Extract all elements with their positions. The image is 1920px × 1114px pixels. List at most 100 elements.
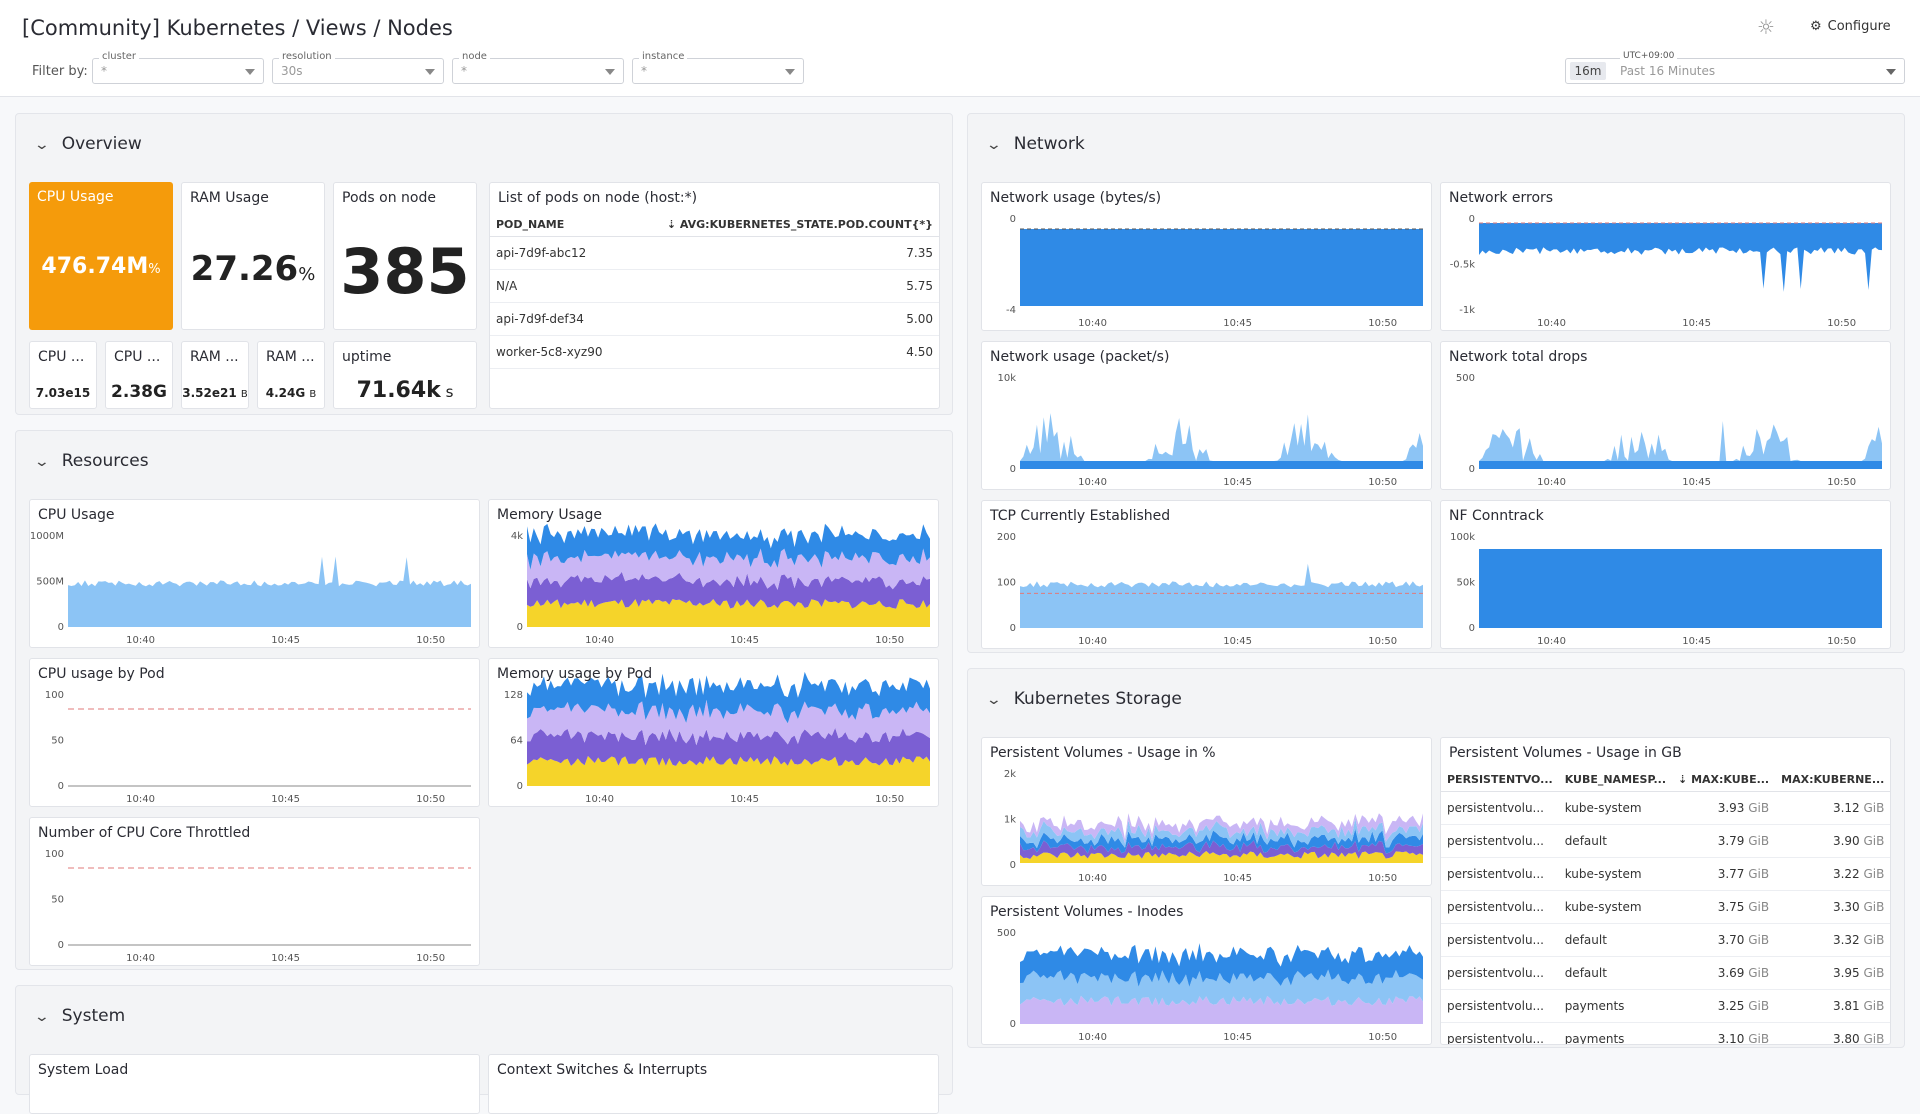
pod-name-cell: N/A (490, 269, 625, 303)
uptime-number: 71.64k (356, 378, 441, 403)
pv-usage-pct-chart-panel[interactable]: 2k 1k 0 10:40 10:45 10:50 Persistent Volumes … (981, 737, 1432, 886)
table-row[interactable]: api-7d9f-def34 5.00 (490, 302, 939, 336)
tcp-established-chart-panel[interactable]: 200 100 0 10:40 10:45 10:50 TCP Currently Est… (981, 500, 1432, 649)
column-header-pod-name[interactable]: POD_NAME (490, 214, 625, 237)
y-tick-label: 100 (45, 849, 64, 860)
resolution-filter[interactable]: resolution 30s (272, 51, 444, 84)
table-row[interactable]: persistentvolu... default 3.79 GiB 3.90 GiB (1441, 824, 1890, 858)
pods-list-panel[interactable]: List of pods on node (host:*) POD_NAME ⇣… (489, 182, 940, 409)
cpu-small-tile-1[interactable]: CPU ... 7.03e15 (29, 341, 97, 409)
max-kubernetes-cell: 3.90 GiB (1775, 824, 1890, 858)
sort-desc-icon: ⇣ (1678, 773, 1692, 787)
instance-filter[interactable]: instance * (632, 51, 804, 84)
ram-small-tile-2-unit: B (309, 389, 317, 400)
column-header-max-kube[interactable]: ⇣ MAX:KUBE... (1672, 769, 1776, 792)
table-row[interactable]: persistentvolu... default 3.70 GiB 3.32 GiB (1441, 923, 1890, 957)
network-bytes-chart-panel[interactable]: 0 -4 10:40 10:45 10:50 Network usage (bytes/… (981, 182, 1432, 331)
y-tick-label: 0 (1010, 623, 1016, 634)
mem-by-pod-chart-title: Memory usage by Pod (497, 666, 653, 682)
overview-header[interactable]: ⌄ Overview (34, 134, 142, 154)
column-header-max-kubernetes[interactable]: MAX:KUBERNE... (1775, 769, 1890, 792)
system-load-panel[interactable]: System Load (29, 1054, 480, 1114)
configure-button[interactable]: ⚙ Configure (1810, 19, 1897, 34)
unit-label: GiB (1748, 932, 1770, 947)
table-row[interactable]: persistentvolu... default 3.69 GiB 3.95 GiB (1441, 956, 1890, 990)
context-switches-panel[interactable]: Context Switches & Interrupts (488, 1054, 939, 1114)
chart-svg: 4k 0 10:40 10:45 10:50 (511, 523, 930, 646)
table-row[interactable]: persistentvolu... kube-system 3.75 GiB 3.30… (1441, 890, 1890, 924)
max-kubernetes-cell-value: 3.81 (1832, 998, 1860, 1013)
table-row[interactable]: api-7d9f-abc12 7.35 (490, 236, 939, 270)
unit-label: GiB (1748, 833, 1770, 848)
node-filter[interactable]: node * (452, 51, 624, 84)
nf-conntrack-chart-panel[interactable]: 100k 50k 0 10:40 10:45 10:50 NF Conntrack (1440, 500, 1891, 649)
table-row[interactable]: persistentvolu... payments 3.10 GiB 3.80 Gi… (1441, 1022, 1890, 1045)
chevron-down-icon (1886, 69, 1896, 75)
max-kube-cell: 3.79 GiB (1672, 824, 1776, 858)
x-tick-label: 10:40 (1078, 318, 1107, 329)
timezone-label: UTC+09:00 (1620, 51, 1678, 61)
cpu-usage-tile[interactable]: CPU Usage 476.74M% (29, 182, 173, 330)
instance-filter-value: * (641, 64, 647, 78)
column-header-pv[interactable]: PERSISTENTVO... (1441, 769, 1559, 792)
cpu-usage-value: 476.74M (41, 254, 149, 279)
table-row[interactable]: persistentvolu... kube-system 3.77 GiB 3.22… (1441, 857, 1890, 891)
column-header-pod-count[interactable]: ⇣ AVG:KUBERNETES_STATE.POD.COUNT{*} (624, 214, 939, 237)
max-kubernetes-cell-value: 3.90 (1832, 833, 1860, 848)
ram-small-tile-1-value: 3.52e21 B (182, 386, 248, 400)
chart-svg: 100k 50k 0 10:40 10:45 10:50 (1450, 532, 1882, 647)
pv-name-cell: persistentvolu... (1441, 857, 1559, 891)
chevron-down-icon: ⌄ (985, 137, 1003, 153)
pv-inodes-chart-panel[interactable]: 500 0 10:40 10:45 10:50 Persistent Volumes -… (981, 896, 1432, 1045)
mem-by-pod-chart-panel[interactable]: 128 64 0 10:40 10:45 10:50 Memory usage by Po… (488, 658, 939, 807)
dashboard-title: [Community] Kubernetes / Views / Nodes (22, 16, 453, 40)
chart-svg: 0 -4 10:40 10:45 10:50 (1006, 214, 1423, 329)
y-tick-label: 1000M (30, 531, 64, 542)
resources-header[interactable]: ⌄ Resources (34, 451, 149, 471)
max-kube-cell: 3.10 GiB (1672, 1022, 1776, 1045)
system-group: ⌄ System System Load Context Switches & I… (15, 985, 953, 1114)
y-tick-label: -0.5k (1450, 260, 1476, 271)
network-errors-chart-panel[interactable]: 0 -0.5k -1k 10:40 10:45 10:50 Network errors (1440, 182, 1891, 331)
network-drops-chart-panel[interactable]: 500 0 10:40 10:45 10:50 Network total drops (1440, 341, 1891, 490)
ram-usage-tile[interactable]: RAM Usage 27.26% (181, 182, 325, 330)
table-header-row: POD_NAME ⇣ AVG:KUBERNETES_STATE.POD.COUN… (490, 214, 939, 237)
memory-usage-chart-panel[interactable]: 4k 0 10:40 10:45 10:50 Memory Usage (488, 499, 939, 648)
ram-small-tile-2-number: 4.24G (265, 386, 306, 400)
system-header[interactable]: ⌄ System (34, 1006, 125, 1026)
pods-on-node-tile[interactable]: Pods on node 385 (333, 182, 477, 330)
network-packets-chart-panel[interactable]: 10k 0 10:40 10:45 10:50 Network usage (packe… (981, 341, 1432, 490)
cpu-by-pod-chart-panel[interactable]: 100 50 0 10:40 10:45 10:50 CPU usage by Pod (29, 658, 480, 807)
table-row[interactable]: worker-5c8-xyz90 4.50 (490, 335, 939, 369)
network-header[interactable]: ⌄ Network (985, 134, 1085, 154)
ram-small-tile-1[interactable]: RAM ... 3.52e21 B (181, 341, 249, 409)
y-tick-label: 100 (45, 690, 64, 701)
sun-gear-icon[interactable]: ☼ (1757, 15, 1775, 39)
y-tick-label: 0 (58, 781, 64, 792)
stacked-area-series (1020, 828, 1423, 854)
nf-conntrack-chart-title: NF Conntrack (1449, 508, 1544, 524)
cpu-throttled-chart-panel[interactable]: 100 50 0 10:40 10:45 10:50 Number of CPU Core… (29, 817, 480, 966)
ram-small-tile-2-value: 4.24G B (258, 386, 324, 400)
column-header-namespace[interactable]: KUBE_NAMESP... (1558, 769, 1673, 792)
area-series (1479, 223, 1882, 292)
table-row[interactable]: persistentvolu... payments 3.25 GiB 3.81 Gi… (1441, 989, 1890, 1023)
cpu-small-tile-2[interactable]: CPU ... 2.38G (105, 341, 173, 409)
unit-label: GiB (1748, 1031, 1770, 1045)
cpu-usage-chart-panel[interactable]: 1000M 500M 0 10:40 10:45 10:50 CPU Usage (29, 499, 480, 648)
y-tick-label: 200 (997, 532, 1016, 543)
storage-header[interactable]: ⌄ Kubernetes Storage (986, 689, 1182, 709)
x-tick-label: 10:40 (126, 953, 155, 964)
table-row[interactable]: N/A 5.75 (490, 269, 939, 303)
ram-small-tile-2[interactable]: RAM ... 4.24G B (257, 341, 325, 409)
max-kubernetes-cell: 3.32 GiB (1775, 923, 1890, 957)
uptime-tile[interactable]: uptime 71.64k s (333, 341, 477, 409)
chart-svg: 2k 1k 0 10:40 10:45 10:50 (1004, 769, 1423, 884)
pv-usage-gb-panel[interactable]: Persistent Volumes - Usage in GB PERSIST… (1440, 737, 1891, 1045)
time-range-selector[interactable]: UTC+09:00 16m Past 16 Minutes (1565, 51, 1905, 84)
table-row[interactable]: persistentvolu... kube-system 3.93 GiB 3.12… (1441, 791, 1890, 825)
chart-svg: 100 50 0 10:40 10:45 10:50 (45, 849, 471, 964)
chevron-down-icon (245, 69, 255, 75)
y-tick-label: 500 (997, 928, 1016, 939)
cluster-filter[interactable]: cluster * (92, 51, 264, 84)
